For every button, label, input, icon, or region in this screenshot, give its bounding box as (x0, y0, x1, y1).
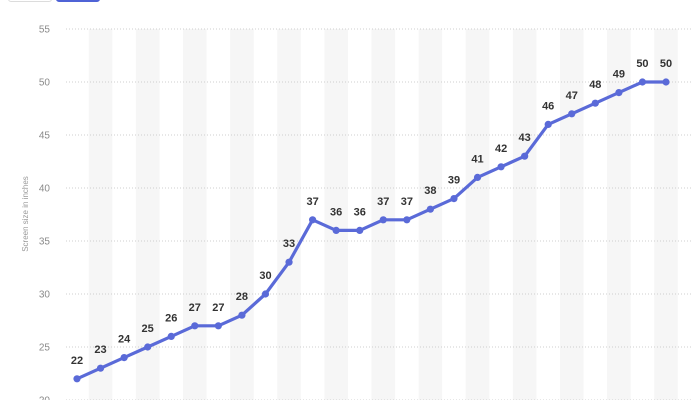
data-label: 27 (212, 302, 224, 314)
data-label: 23 (94, 344, 106, 356)
data-label: 50 (636, 58, 648, 70)
data-point[interactable] (96, 364, 105, 372)
data-point[interactable] (261, 290, 270, 298)
data-label: 33 (283, 238, 295, 250)
gridlines (66, 28, 693, 400)
data-label: 25 (142, 323, 154, 335)
data-label: 48 (589, 79, 601, 91)
data-point[interactable] (332, 226, 340, 234)
data-point[interactable] (615, 89, 623, 97)
data-point[interactable] (568, 110, 576, 118)
data-label: 26 (165, 312, 177, 324)
data-point[interactable] (473, 173, 482, 181)
data-point[interactable] (521, 152, 529, 160)
y-tick-label: 30 (39, 290, 51, 301)
data-label: 37 (401, 196, 413, 208)
category-band (559, 29, 584, 400)
data-label: 42 (495, 143, 507, 155)
y-tick-label: 35 (39, 237, 51, 248)
data-point[interactable] (426, 205, 434, 213)
data-point[interactable] (638, 78, 647, 86)
y-tick-label: 55 (39, 25, 51, 36)
data-point[interactable] (662, 78, 670, 86)
data-point[interactable] (403, 216, 411, 224)
category-band (371, 29, 396, 400)
data-label: 36 (330, 206, 342, 218)
category-band (183, 29, 207, 400)
data-point[interactable] (356, 226, 364, 234)
data-label: 41 (471, 153, 483, 165)
category-band (277, 29, 301, 400)
data-label: 49 (613, 69, 625, 81)
y-tick-label: 40 (39, 184, 51, 195)
category-band (135, 29, 160, 400)
y-tick-label: 25 (39, 343, 51, 354)
data-label: 30 (259, 270, 271, 282)
category-band (230, 29, 254, 400)
data-point[interactable] (191, 322, 199, 330)
y-tick-label: 45 (39, 131, 51, 142)
category-band (512, 29, 537, 400)
data-point[interactable] (73, 375, 81, 383)
data-label: 39 (448, 175, 460, 187)
data-label: 50 (660, 58, 672, 70)
data-label: 22 (71, 355, 83, 367)
data-label: 37 (306, 196, 318, 208)
y-axis-label: Screen size in inches (21, 176, 30, 252)
data-point[interactable] (120, 354, 128, 362)
data-point[interactable] (214, 322, 222, 330)
data-point[interactable] (285, 258, 293, 266)
data-label: 37 (377, 196, 389, 208)
data-label: 43 (519, 132, 531, 144)
y-axis-ticks: 20 25 30 35 40 45 50 55 (39, 25, 51, 400)
data-label: 47 (566, 90, 578, 102)
data-point[interactable] (450, 195, 458, 203)
data-label: 28 (236, 291, 248, 303)
category-band (654, 29, 678, 400)
data-point[interactable] (167, 332, 175, 340)
data-label: 24 (118, 334, 131, 346)
data-point[interactable] (497, 163, 505, 171)
data-label: 27 (189, 302, 201, 314)
data-label: 36 (354, 206, 366, 218)
category-bands (88, 29, 678, 400)
category-band (607, 29, 631, 400)
data-point[interactable] (379, 216, 387, 224)
series-line (75, 80, 668, 381)
data-label: 38 (424, 185, 436, 197)
data-point[interactable] (544, 120, 552, 128)
data-points (73, 78, 670, 383)
data-point[interactable] (144, 343, 152, 351)
data-point[interactable] (238, 311, 246, 319)
data-labels: 22 23 24 25 26 27 27 28 30 33 37 36 36 37 37 38 39 41 42 43… (71, 58, 672, 367)
data-label: 46 (542, 100, 554, 112)
data-point[interactable] (591, 99, 599, 107)
category-band (465, 29, 490, 400)
y-tick-label: 20 (39, 396, 51, 400)
category-band (418, 29, 443, 400)
category-band (324, 29, 348, 400)
category-band (88, 29, 113, 400)
data-point[interactable] (309, 216, 317, 224)
y-tick-label: 50 (39, 78, 51, 89)
